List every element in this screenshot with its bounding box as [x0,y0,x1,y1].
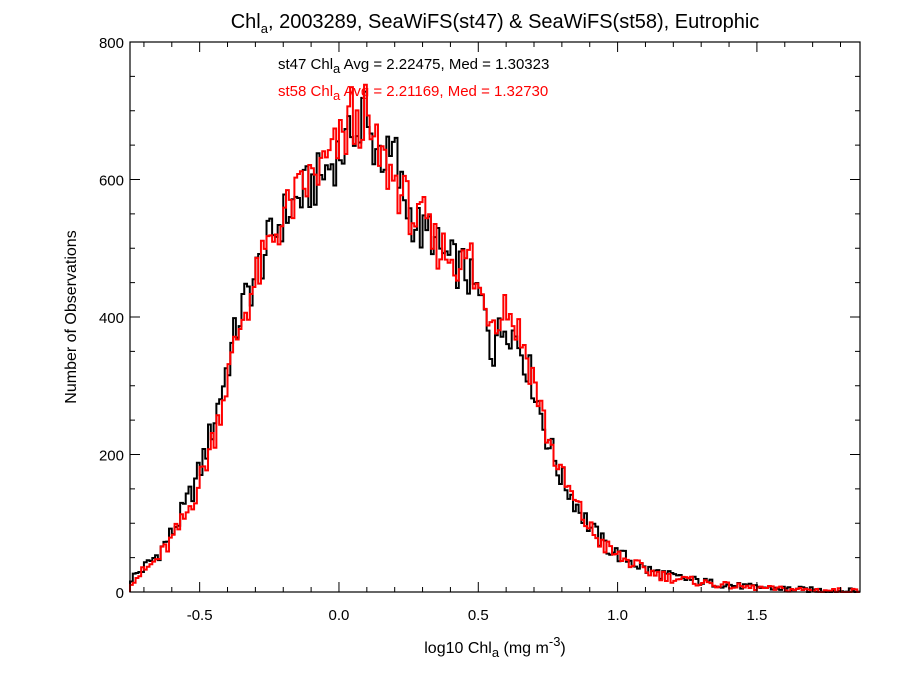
chart-title-subscript: a [261,21,269,36]
x-tick-label: 1.5 [746,607,767,624]
x-axis-label-prefix: log10 Chl [424,640,492,657]
stat-label-st58: st58 Chla Avg = 2.21169, Med = 1.32730 [278,83,548,103]
chart-title-suffix: , 2003289, SeaWiFS(st47) & SeaWiFS(st58)… [268,11,759,33]
y-tick-label: 800 [99,35,124,52]
stat-st47-suffix: Avg = 2.22475, Med = 1.30323 [340,56,549,73]
histogram-series-st47 [129,90,860,593]
y-tick-label: 600 [99,173,124,190]
x-axis-label-suffix: ) [560,640,565,657]
x-axis-label-subscript: a [492,645,500,660]
y-axis-label: Number of Observations [63,230,80,403]
x-axis-label: log10 Chla (mg m-3) [424,634,566,660]
x-axis-label-superscript: -3 [549,634,561,649]
x-tick-label: 0.0 [329,607,350,624]
stat-st58-prefix: st58 Chl [278,83,333,100]
y-tick-label: 200 [99,448,124,465]
chart-title-prefix: Chl [231,11,261,33]
stat-st47-prefix: st47 Chl [278,56,333,73]
y-tick-label: 400 [99,310,124,327]
stat-st47-subscript: a [333,61,341,76]
ticks-layer: -0.5 0.0 0.5 1.0 1.5 0 200 400 600 800 [99,35,860,624]
stat-st58-subscript: a [333,88,341,103]
series-layer [129,83,860,593]
plot-frame [129,41,861,593]
x-tick-label: -0.5 [187,607,213,624]
stat-st58-suffix: Avg = 2.21169, Med = 1.32730 [340,83,548,100]
x-axis-label-middle: (mg m [499,640,549,657]
chart-title: Chla, 2003289, SeaWiFS(st47) & SeaWiFS(s… [231,11,760,36]
y-tick-label: 0 [116,585,124,602]
histogram-series-st58 [129,83,860,593]
x-tick-label: 0.5 [468,607,489,624]
stat-label-st47: st47 Chla Avg = 2.22475, Med = 1.30323 [278,56,549,76]
x-tick-label: 1.0 [607,607,628,624]
